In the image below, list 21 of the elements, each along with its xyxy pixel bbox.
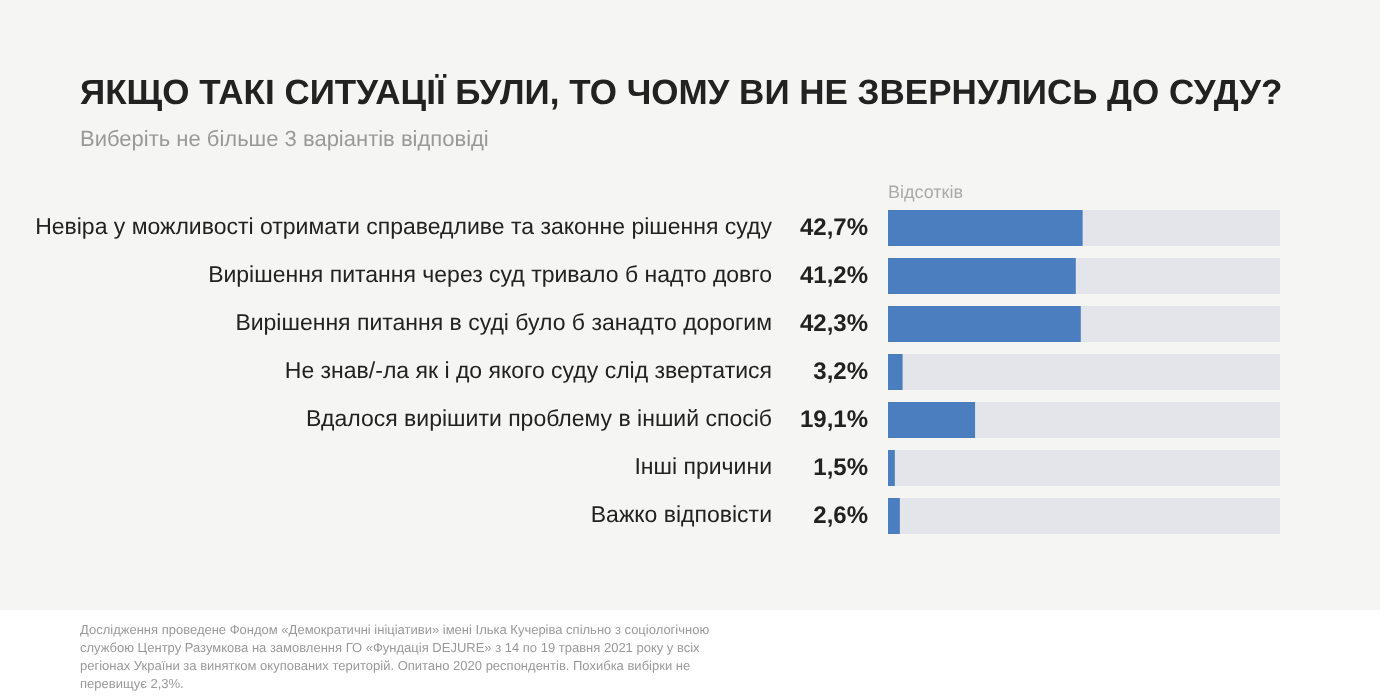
data-label: 19,1% bbox=[799, 404, 869, 433]
y-tick-label: Невіра у можливості отримати справедливе та законне рішення суду bbox=[35, 216, 773, 241]
data-label: 1,5% bbox=[813, 452, 869, 481]
data-label: 41,2% bbox=[799, 260, 869, 289]
data-label: 42,3% bbox=[799, 308, 869, 337]
chart-title: ЯКЩО ТАКІ СИТУАЦІЇ БУЛИ, ТО ЧОМУ ВИ НЕ ЗВЕРНУЛИСЬ ДО СУДУ? bbox=[80, 72, 1283, 114]
data-label: 3,2% bbox=[813, 356, 869, 385]
data-label: 42,7% bbox=[799, 212, 869, 241]
y-tick-label: Інші причини bbox=[634, 456, 772, 481]
text: Виберіть не більше 3 варіантів відповіді bbox=[80, 128, 489, 152]
bar bbox=[888, 498, 900, 534]
bar bbox=[888, 450, 895, 486]
y-tick-label: Вдалося вирішити проблему в інший спосіб bbox=[306, 408, 773, 433]
y-tick-label: Вирішення питання в суді було б занадто дорогим bbox=[235, 312, 773, 337]
bar bbox=[888, 354, 903, 390]
y-tick-label: Вирішення питання через суд тривало б надто довго bbox=[208, 264, 772, 289]
text: Відсотків bbox=[888, 182, 964, 202]
y-tick-label: Важко відповісти bbox=[590, 504, 772, 529]
bar bbox=[888, 402, 976, 438]
data-label: 2,6% bbox=[813, 500, 869, 529]
y-tick-label: Не знав/-ла як і до якого суду слід звертатися bbox=[284, 360, 772, 385]
